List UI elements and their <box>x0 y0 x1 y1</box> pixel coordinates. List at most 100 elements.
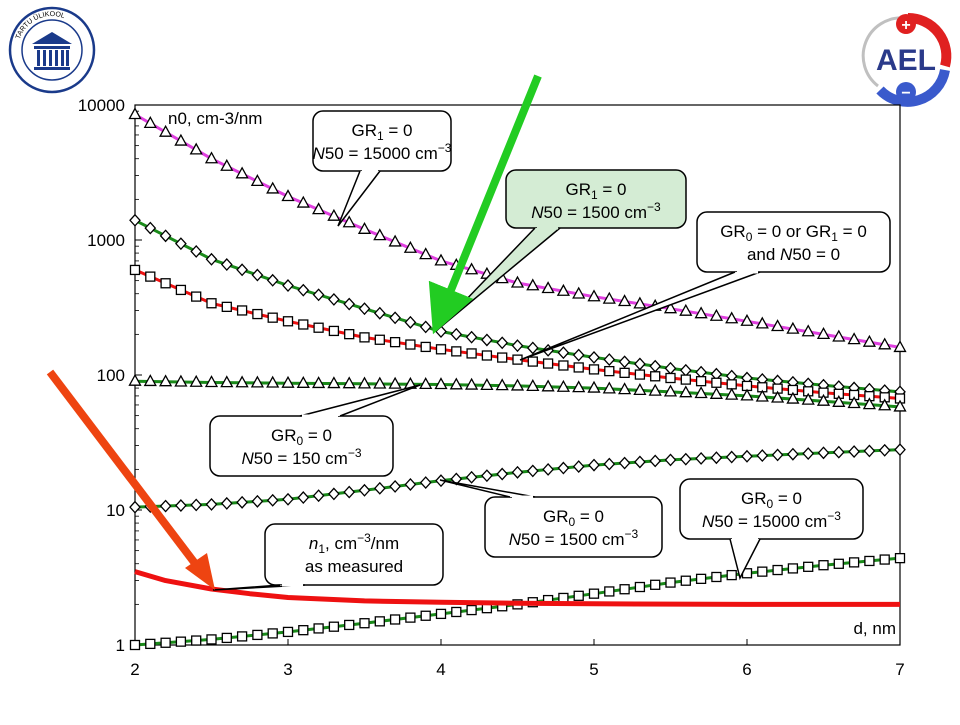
triangle-marker <box>816 327 831 340</box>
diamond-marker <box>526 341 539 355</box>
triangle-marker <box>618 382 632 395</box>
diamond-marker <box>802 447 815 461</box>
triangle-marker <box>709 386 723 399</box>
series-4 <box>129 443 906 514</box>
x-tick-label: 2 <box>130 660 139 679</box>
diamond-marker <box>190 244 203 258</box>
square-marker <box>466 604 477 616</box>
square-marker <box>344 329 355 340</box>
square-marker <box>129 639 141 651</box>
square-marker <box>267 312 278 323</box>
callout-text-part: = 0 <box>598 180 627 199</box>
square-marker <box>236 305 248 316</box>
diamond-marker <box>404 315 417 329</box>
triangle-marker <box>342 215 356 228</box>
callout-box <box>264 523 444 586</box>
square-marker <box>757 566 768 577</box>
triangle-marker <box>266 181 280 194</box>
y-tick-label: 100 <box>97 366 125 385</box>
triangle-marker <box>327 376 341 389</box>
callout-text-part: 50 = 0 <box>792 245 840 264</box>
callout-box <box>505 169 687 229</box>
callout-text: GR0 = 0 or GR1 = 0 <box>720 222 867 244</box>
diamond-marker <box>159 499 172 513</box>
triangle-marker <box>250 174 264 187</box>
square-marker <box>451 346 462 357</box>
square-marker <box>129 264 141 276</box>
square-marker <box>634 369 646 380</box>
diamond-marker <box>832 445 845 459</box>
callout-pointer <box>519 271 761 361</box>
square-marker <box>344 619 355 631</box>
callout-text-part: 0 <box>746 230 753 244</box>
diamond-marker <box>618 355 631 369</box>
diamond-marker <box>343 297 356 311</box>
callout-text-part: 1 <box>318 542 325 556</box>
triangle-marker <box>312 202 326 215</box>
triangle-marker <box>847 396 861 409</box>
triangle-marker <box>786 391 800 404</box>
square-marker <box>497 352 508 363</box>
x-tick-label: 3 <box>283 660 292 679</box>
callout-text-part: N <box>313 144 326 163</box>
triangle-marker <box>526 278 540 291</box>
triangle-marker <box>235 375 249 388</box>
ael-plus-text: + <box>901 17 910 34</box>
triangle-marker <box>755 389 769 402</box>
callout-text-part: N <box>780 245 793 264</box>
x-tick-label: 7 <box>895 660 904 679</box>
triangle-marker <box>679 385 693 398</box>
square-marker <box>803 561 814 572</box>
diamond-marker <box>297 491 310 504</box>
triangle-marker <box>204 375 219 388</box>
square-marker <box>298 319 309 330</box>
triangle-marker <box>663 384 678 397</box>
callout-text-part: = 0 <box>773 489 802 508</box>
callout-text-part: GR <box>351 121 377 140</box>
diamond-marker <box>358 302 371 316</box>
diamond-marker <box>389 311 401 325</box>
triangle-marker <box>250 375 264 388</box>
square-marker <box>252 308 263 320</box>
ael-minus-text: − <box>901 85 910 102</box>
triangle-marker <box>771 390 785 403</box>
y-axis-label: n0, cm-3/nm <box>168 109 262 128</box>
callout-text-part: GR <box>720 222 746 241</box>
callout-text: and N50 = 0 <box>747 245 840 264</box>
square-marker <box>680 374 691 385</box>
diamond-marker <box>557 461 570 475</box>
diamond-marker <box>710 451 723 465</box>
callout-text-part: GR <box>565 180 591 199</box>
square-marker <box>191 291 202 302</box>
triangle-marker <box>327 208 341 221</box>
triangle-marker <box>587 380 601 393</box>
diamond-marker <box>572 460 585 474</box>
square-marker <box>711 571 722 583</box>
diamond-marker <box>266 273 279 287</box>
triangle-marker <box>281 189 295 202</box>
triangle-marker <box>434 253 448 266</box>
callout-text-part: 1 <box>831 230 838 244</box>
x-tick-label: 6 <box>742 660 751 679</box>
diamond-marker <box>419 476 432 490</box>
triangle-marker <box>633 383 647 396</box>
triangle-marker <box>679 303 693 316</box>
square-marker <box>879 554 890 565</box>
callout-box <box>312 110 452 172</box>
square-marker <box>527 356 538 367</box>
triangle-marker <box>832 394 846 407</box>
diamond-marker <box>603 457 616 471</box>
triangle-marker <box>174 374 188 387</box>
square-marker <box>558 360 569 371</box>
diamond-marker <box>236 495 248 509</box>
callout-text: N50 = 1500 cm−3 <box>531 200 661 222</box>
square-marker <box>221 301 232 313</box>
square-marker <box>695 573 707 584</box>
triangle-marker <box>694 306 708 319</box>
orange-arrow-shaft <box>46 369 204 573</box>
triangle-marker <box>296 375 310 388</box>
triangle-marker <box>725 387 739 400</box>
triangle-marker <box>572 380 586 393</box>
